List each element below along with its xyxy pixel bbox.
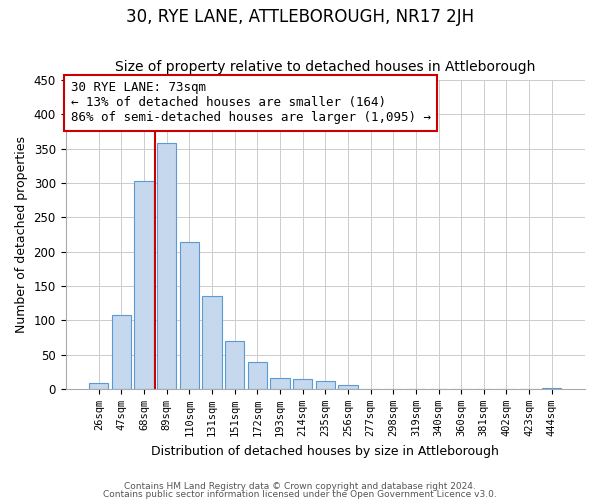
Bar	[271, 378, 290, 389]
Text: 30, RYE LANE, ATTLEBOROUGH, NR17 2JH: 30, RYE LANE, ATTLEBOROUGH, NR17 2JH	[126, 8, 474, 26]
Bar	[542, 388, 562, 389]
Text: Contains public sector information licensed under the Open Government Licence v3: Contains public sector information licen…	[103, 490, 497, 499]
Bar	[157, 143, 176, 389]
Text: Contains HM Land Registry data © Crown copyright and database right 2024.: Contains HM Land Registry data © Crown c…	[124, 482, 476, 491]
Bar	[134, 182, 154, 389]
Bar	[248, 362, 267, 389]
Bar	[316, 380, 335, 389]
Y-axis label: Number of detached properties: Number of detached properties	[15, 136, 28, 333]
Bar	[293, 380, 312, 389]
Bar	[112, 315, 131, 389]
Bar	[180, 242, 199, 389]
Title: Size of property relative to detached houses in Attleborough: Size of property relative to detached ho…	[115, 60, 535, 74]
Bar	[338, 385, 358, 389]
Bar	[225, 341, 244, 389]
X-axis label: Distribution of detached houses by size in Attleborough: Distribution of detached houses by size …	[151, 444, 499, 458]
Bar	[202, 296, 221, 389]
Text: 30 RYE LANE: 73sqm
← 13% of detached houses are smaller (164)
86% of semi-detach: 30 RYE LANE: 73sqm ← 13% of detached hou…	[71, 82, 431, 124]
Bar	[89, 383, 109, 389]
